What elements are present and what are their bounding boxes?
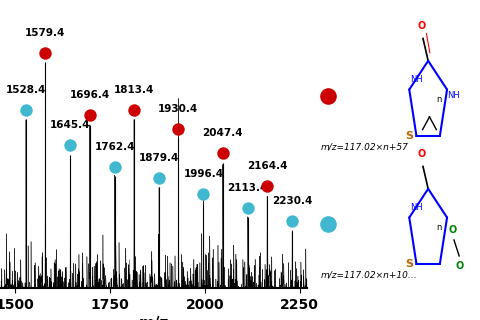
Text: NH: NH	[410, 204, 422, 212]
Text: 1930.4: 1930.4	[158, 104, 199, 114]
Text: O: O	[417, 148, 425, 159]
Point	[175, 126, 182, 132]
Text: O: O	[448, 225, 456, 235]
Text: NH: NH	[447, 92, 460, 100]
Text: 1996.4: 1996.4	[183, 169, 224, 179]
Text: n: n	[436, 223, 441, 232]
Point	[219, 151, 227, 156]
Text: 1579.4: 1579.4	[25, 28, 65, 38]
Point	[130, 107, 138, 112]
Point	[66, 143, 74, 148]
Point	[41, 50, 49, 55]
Text: 1879.4: 1879.4	[139, 153, 179, 163]
Text: 1813.4: 1813.4	[114, 85, 154, 95]
Point	[200, 192, 207, 197]
Text: 2113.4: 2113.4	[228, 183, 268, 193]
Text: n: n	[436, 95, 441, 104]
Text: S: S	[406, 259, 414, 269]
Text: 1696.4: 1696.4	[70, 90, 110, 100]
Point	[86, 113, 94, 118]
Text: O: O	[455, 260, 463, 270]
Point	[244, 205, 252, 210]
Text: m/z=117.02×n+10…: m/z=117.02×n+10…	[321, 271, 418, 280]
Text: m/z=117.02×n+57: m/z=117.02×n+57	[321, 143, 409, 152]
Point	[155, 175, 163, 180]
Text: 2230.4: 2230.4	[272, 196, 312, 206]
Text: 2164.4: 2164.4	[247, 161, 288, 171]
Point	[264, 183, 271, 188]
X-axis label: m/z: m/z	[138, 316, 169, 320]
Text: NH: NH	[410, 76, 422, 84]
Point	[288, 219, 296, 224]
Text: O: O	[417, 20, 425, 31]
Text: 2047.4: 2047.4	[203, 128, 243, 138]
Text: 1645.4: 1645.4	[50, 120, 91, 130]
Text: 1528.4: 1528.4	[6, 85, 46, 95]
Point	[22, 107, 30, 112]
Text: S: S	[406, 131, 414, 141]
Text: 1762.4: 1762.4	[95, 142, 135, 152]
Point	[111, 164, 119, 170]
